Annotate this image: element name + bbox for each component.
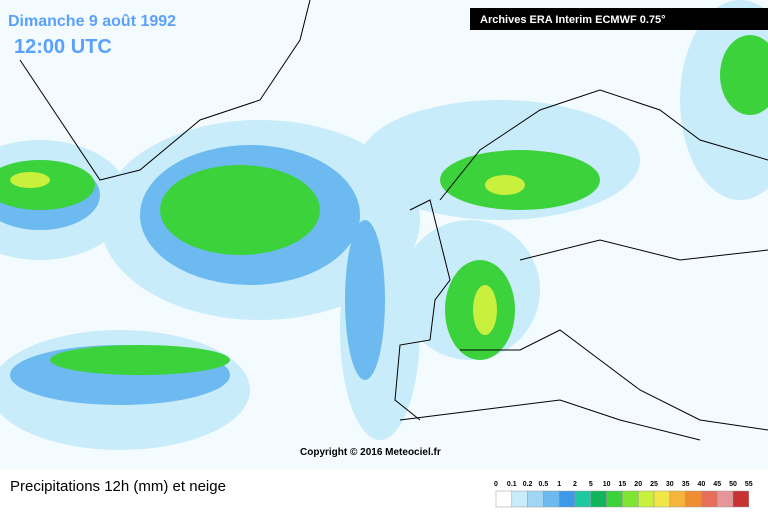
legend-label: 55 (745, 481, 753, 488)
legend-label: 0 (494, 481, 498, 488)
legend-swatch (685, 490, 702, 508)
legend-label: 0.5 (539, 481, 549, 488)
source-box (470, 8, 768, 30)
legend-swatch (669, 490, 686, 508)
legend-swatch (622, 490, 639, 508)
legend-swatch (732, 490, 750, 508)
legend-swatch (527, 490, 544, 508)
legend-swatch (543, 490, 560, 508)
legend-swatch (716, 490, 734, 508)
legend-label: 2 (573, 481, 577, 488)
source-label: Archives ERA Interim ECMWF 0.75° (480, 14, 666, 26)
legend-swatch (653, 490, 671, 508)
precip-intense (10, 172, 525, 335)
coastlines (19, 0, 768, 441)
legend-label: 5 (589, 481, 593, 488)
legend-swatch (511, 490, 528, 508)
map (0, 0, 768, 470)
legend-label: 0.1 (507, 481, 517, 488)
legend-label: 40 (698, 481, 706, 488)
copyright: Copyright © 2016 Meteociel.fr (300, 447, 441, 458)
legend: 0 0.1 0.2 0.5 1 2 5 10 15 20 25 30 35 40 45 50 55 (494, 481, 753, 508)
legend-swatch (590, 490, 607, 508)
legend-label: 35 (682, 481, 690, 488)
legend-label: 0.2 (523, 481, 533, 488)
legend-label: 25 (650, 481, 658, 488)
legend-swatch (558, 490, 576, 508)
legend-label: 10 (603, 481, 611, 488)
date-label: Dimanche 9 août 1992 (8, 13, 176, 30)
footer-title: Precipitations 12h (mm) et neige (10, 478, 226, 495)
time-label: 12:00 UTC (14, 36, 112, 58)
legend-swatch (606, 490, 623, 508)
legend-swatch (495, 490, 513, 508)
legend-swatch (637, 490, 655, 508)
legend-label: 15 (619, 481, 627, 488)
legend-label: 45 (713, 481, 721, 488)
legend-label: 20 (634, 481, 642, 488)
legend-swatch (574, 490, 592, 508)
legend-swatch (701, 490, 718, 508)
legend-label: 50 (729, 481, 737, 488)
legend-label: 1 (557, 481, 561, 488)
legend-label: 30 (666, 481, 674, 488)
